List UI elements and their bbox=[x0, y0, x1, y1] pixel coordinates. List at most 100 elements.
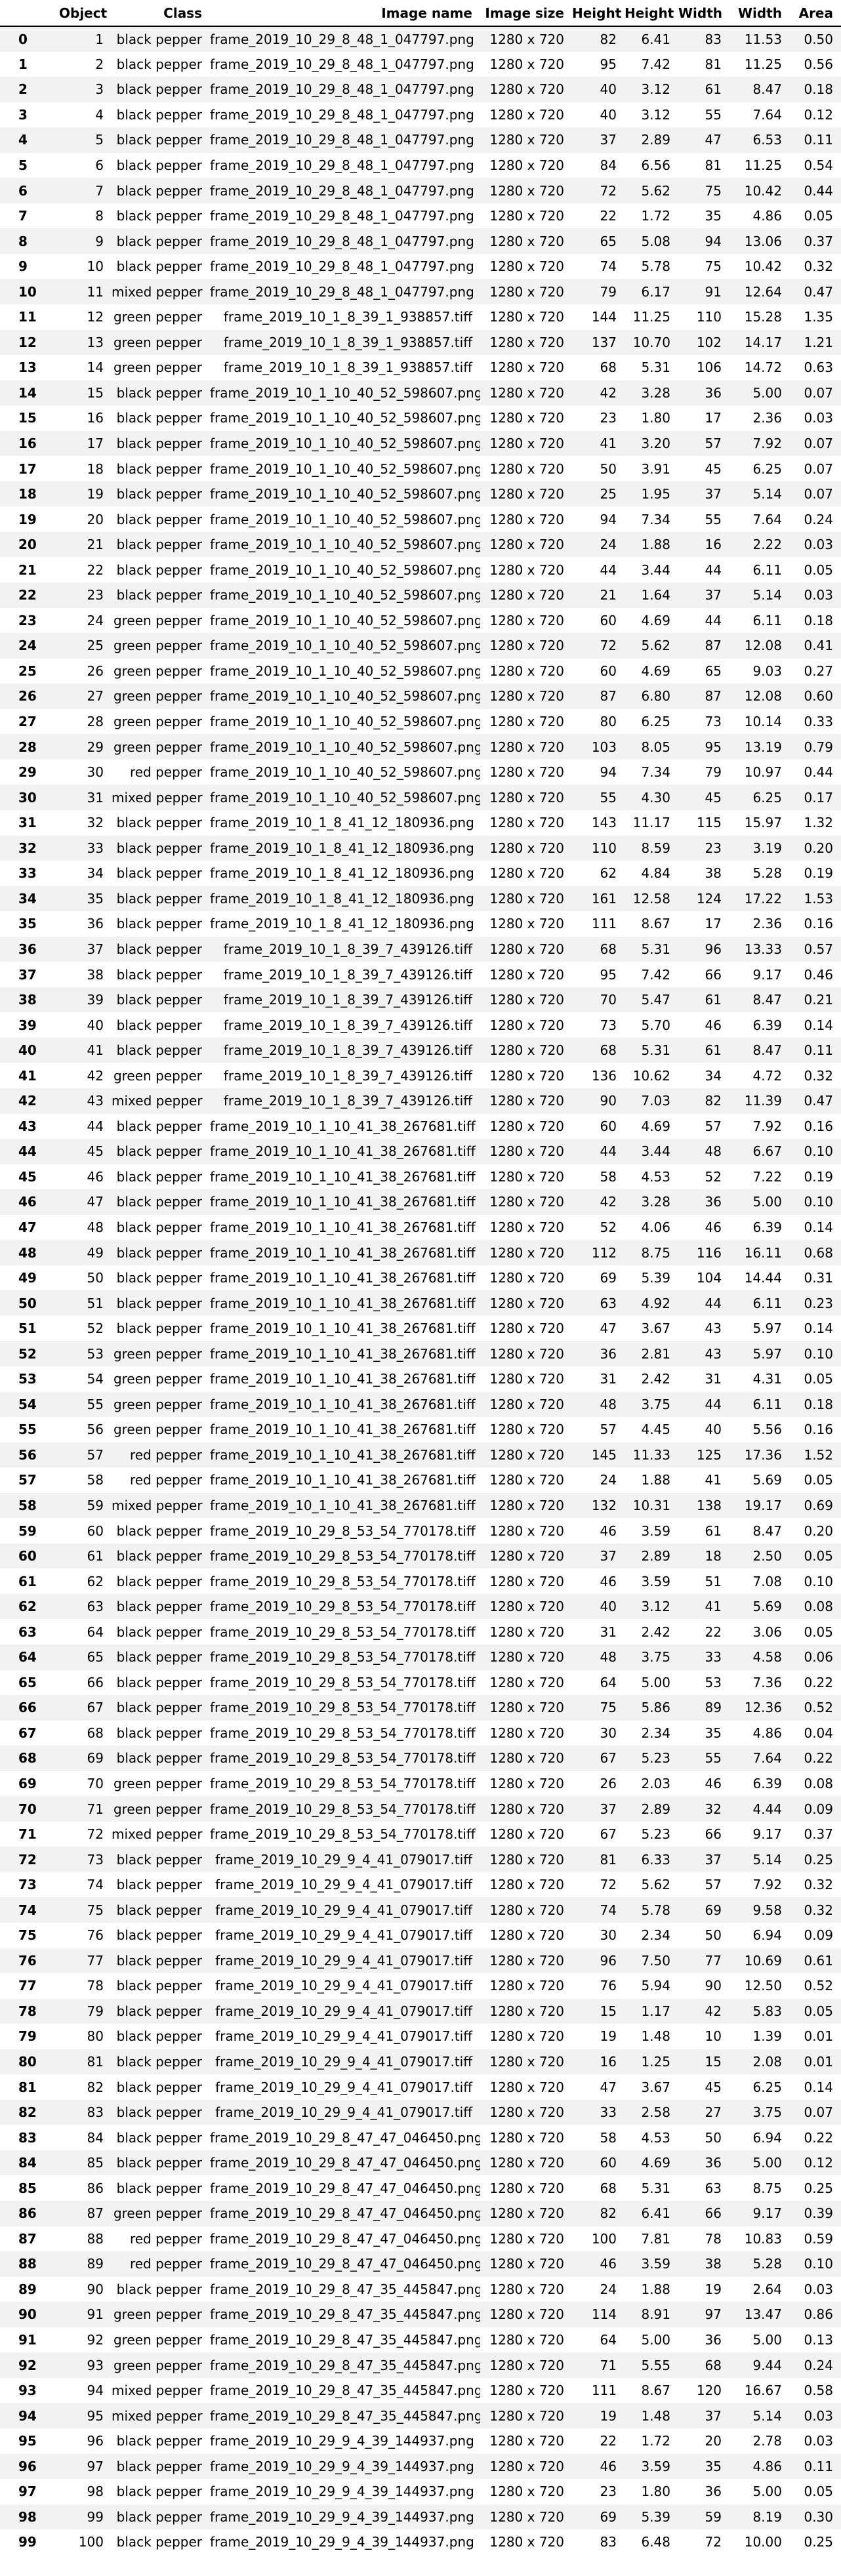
table-cell: 96 bbox=[678, 936, 729, 962]
table-cell: 9.17 bbox=[752, 1826, 782, 1843]
table-cell: 1280 x 720 bbox=[480, 2504, 572, 2530]
table-cell: 13.47 bbox=[729, 2302, 790, 2327]
row-index: 1 bbox=[18, 56, 28, 72]
table-cell: 10.69 bbox=[729, 1948, 790, 1974]
table-cell: 48 bbox=[87, 1219, 104, 1235]
table-cell: 75 bbox=[678, 178, 729, 203]
table-cell: 6.17 bbox=[625, 279, 678, 305]
table-cell: 95 bbox=[600, 56, 617, 72]
table-row: 36 37 black pepper frame_2019_10_1_8_39_7_4… bbox=[0, 936, 841, 962]
table-cell: black pepper bbox=[116, 2180, 202, 2196]
table-cell: 7.64 bbox=[729, 1746, 790, 1771]
table-cell: black pepper bbox=[116, 966, 202, 983]
row-index: 21 bbox=[18, 562, 37, 578]
table-cell: frame_2019_10_1_10_41_38_267681.tiff bbox=[210, 1118, 476, 1134]
table-cell: red pepper bbox=[129, 1472, 202, 1488]
row-index: 56 bbox=[0, 1442, 59, 1468]
table-cell: 3.91 bbox=[641, 460, 670, 477]
table-row: 94 95 mixed pepper frame_2019_10_29_8_47_35… bbox=[0, 2403, 841, 2428]
row-index: 66 bbox=[0, 1695, 59, 1721]
table-cell: 53 bbox=[705, 1674, 722, 1690]
table-cell: 0.01 bbox=[804, 2028, 833, 2045]
table-cell: 62 bbox=[600, 865, 617, 882]
table-cell: 37 bbox=[678, 583, 729, 608]
table-cell: frame_2019_10_29_9_4_41_079017.tiff bbox=[215, 1978, 472, 1994]
table-cell: frame_2019_10_29_9_4_41_079017.tiff bbox=[210, 1897, 480, 1923]
table-cell: frame_2019_10_1_10_40_52_598607.png bbox=[210, 764, 480, 781]
table-cell: 5.39 bbox=[625, 2504, 678, 2530]
table-cell: 1280 x 720 bbox=[489, 1421, 564, 1438]
table-cell: 11.53 bbox=[729, 26, 790, 52]
table-cell: 0.05 bbox=[804, 208, 833, 224]
table-row: 68 69 black pepper frame_2019_10_29_8_53_54… bbox=[0, 1746, 841, 1771]
table-cell: 1280 x 720 bbox=[489, 1573, 564, 1589]
table-cell: 0.12 bbox=[790, 2150, 841, 2176]
table-cell: 3.67 bbox=[641, 1320, 670, 1337]
table-cell: 8.19 bbox=[729, 2504, 790, 2530]
table-cell: black pepper bbox=[112, 1746, 210, 1771]
table-cell: 1280 x 720 bbox=[489, 2079, 564, 2095]
table-cell: black pepper bbox=[116, 1118, 202, 1134]
table-cell: 44 bbox=[678, 1391, 729, 1418]
table-cell: 30 bbox=[600, 1725, 617, 1741]
table-cell: mixed pepper bbox=[112, 785, 210, 810]
table-cell: black pepper bbox=[112, 77, 210, 102]
table-cell: 1.88 bbox=[625, 531, 678, 558]
table-cell: 1280 x 720 bbox=[480, 1391, 572, 1418]
table-cell: 1280 x 720 bbox=[480, 886, 572, 912]
table-cell: 7.34 bbox=[641, 764, 670, 781]
table-cell: 10 bbox=[705, 2028, 722, 2045]
table-cell: frame_2019_10_29_8_47_35_445847.png bbox=[210, 2382, 480, 2399]
table-cell: mixed pepper bbox=[112, 2382, 203, 2399]
table-cell: black pepper bbox=[112, 2099, 210, 2125]
table-cell: 50 bbox=[600, 460, 617, 477]
table-cell: 12.08 bbox=[729, 633, 790, 659]
row-index: 5 bbox=[18, 157, 28, 173]
table-cell: frame_2019_10_29_8_47_47_046450.png bbox=[210, 2129, 480, 2146]
table-cell: 11.25 bbox=[744, 56, 782, 72]
table-cell: 14.44 bbox=[744, 1270, 782, 1286]
table-cell: 1280 x 720 bbox=[480, 1341, 572, 1366]
table-cell: 5.39 bbox=[641, 1270, 670, 1286]
table-cell: 0.61 bbox=[790, 1948, 841, 1974]
table-cell: 1280 x 720 bbox=[480, 1037, 572, 1063]
table-cell: green pepper bbox=[112, 734, 210, 760]
table-cell: black pepper bbox=[116, 208, 202, 224]
table-cell: frame_2019_10_1_10_40_52_598607.png bbox=[210, 714, 480, 730]
table-cell: 5.55 bbox=[625, 2352, 678, 2378]
table-row: 90 91 green pepper frame_2019_10_29_8_47_35… bbox=[0, 2302, 841, 2327]
table-cell: black pepper bbox=[112, 835, 210, 861]
table-cell: frame_2019_10_1_10_41_38_267681.tiff bbox=[210, 1139, 480, 1164]
table-row: 18 19 black pepper frame_2019_10_1_10_40_52… bbox=[0, 481, 841, 507]
table-cell: 2.78 bbox=[752, 2433, 782, 2449]
table-cell: 0.22 bbox=[790, 1746, 841, 1771]
table-cell: 0.37 bbox=[790, 228, 841, 254]
table-cell: green pepper bbox=[113, 1776, 202, 1791]
table-cell: 0.47 bbox=[790, 279, 841, 305]
table-cell: 2.36 bbox=[752, 916, 782, 932]
table-cell: 58 bbox=[600, 1168, 617, 1185]
table-cell: 86 bbox=[87, 2180, 104, 2196]
row-index: 54 bbox=[0, 1391, 59, 1418]
table-cell: 3.20 bbox=[625, 430, 678, 457]
table-cell: 57 bbox=[705, 1877, 722, 1893]
table-row: 37 38 black pepper frame_2019_10_1_8_39_7_4… bbox=[0, 962, 841, 987]
table-cell: 61 bbox=[678, 1037, 729, 1063]
table-row: 39 40 black pepper frame_2019_10_1_8_39_7_4… bbox=[0, 1012, 841, 1038]
row-index: 13 bbox=[18, 359, 37, 376]
row-index: 50 bbox=[0, 1290, 59, 1316]
table-cell: 61 bbox=[678, 77, 729, 102]
table-cell: black pepper bbox=[112, 1240, 210, 1265]
table-cell: 8.75 bbox=[625, 1240, 678, 1265]
table-cell: 2.22 bbox=[729, 531, 790, 558]
table-cell: 0.52 bbox=[804, 1978, 833, 1994]
table-cell: 92 bbox=[87, 2332, 104, 2348]
table-cell: 0.07 bbox=[790, 481, 841, 507]
table-cell: 88 bbox=[87, 2230, 104, 2247]
table-cell: frame_2019_10_1_8_39_7_439126.tiff bbox=[210, 1037, 480, 1063]
table-cell: 0.79 bbox=[790, 734, 841, 760]
table-cell: frame_2019_10_29_9_4_41_079017.tiff bbox=[210, 2099, 480, 2125]
table-cell: 76 bbox=[87, 1927, 104, 1944]
table-cell: 60 bbox=[600, 1118, 617, 1134]
table-cell: frame_2019_10_1_10_41_38_267681.tiff bbox=[210, 1320, 476, 1337]
